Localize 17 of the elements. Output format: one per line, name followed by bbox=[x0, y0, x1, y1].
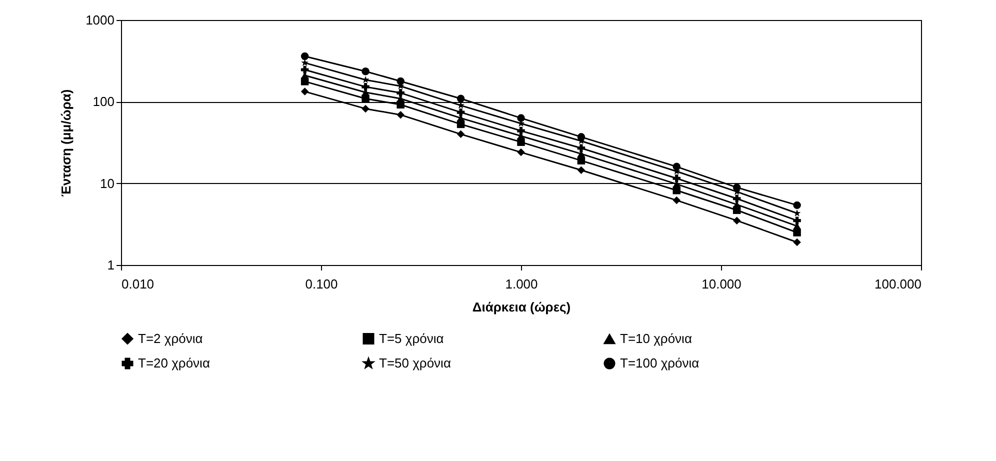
legend-label: T=2 χρόνια bbox=[138, 330, 204, 346]
legend-label: T=20 χρόνια bbox=[138, 356, 210, 370]
x-tick-label: 0.010 bbox=[122, 276, 154, 292]
x-axis-title: Διάρκεια (ώρες) bbox=[472, 300, 571, 314]
x-tick-label: 1.000 bbox=[505, 276, 538, 292]
legend-label: T=100 χρόνια bbox=[620, 356, 700, 370]
legend-label: T=50 χρόνια bbox=[379, 356, 452, 370]
x-tick-label: 100.000 bbox=[874, 276, 922, 292]
y-tick-label: 10 bbox=[100, 176, 114, 191]
y-tick-label: 1000 bbox=[86, 12, 114, 28]
x-tick-label: 10.000 bbox=[702, 276, 742, 292]
y-tick-label: 100 bbox=[92, 94, 114, 110]
legend-label: T=5 χρόνια bbox=[379, 330, 444, 346]
y-axis-title: Ένταση (μμ/ώρα) bbox=[58, 89, 74, 197]
y-tick-label: 1 bbox=[107, 258, 114, 272]
x-tick-label: 0.100 bbox=[305, 276, 338, 292]
legend-label: T=10 χρόνια bbox=[620, 331, 692, 346]
